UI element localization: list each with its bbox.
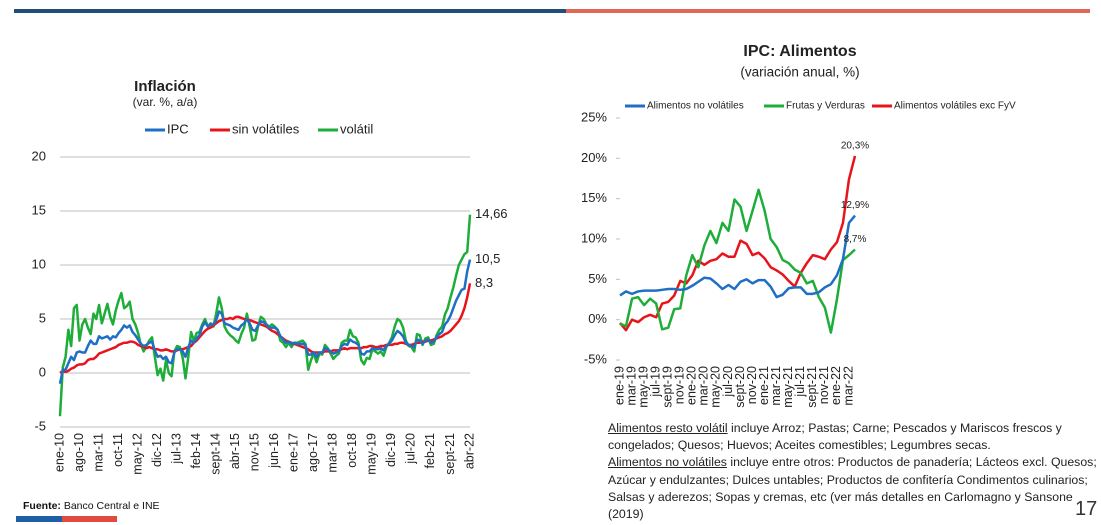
x-tick-label: may-19 <box>365 433 379 475</box>
x-tick-label: sept-21 <box>443 433 457 475</box>
x-tick-label: mar-18 <box>326 433 340 473</box>
value-label: 8,7% <box>844 234 867 245</box>
bottom-bar-red <box>62 516 117 522</box>
y-tick-label: 5% <box>588 271 607 286</box>
legend-label: sin volátiles <box>232 121 300 136</box>
y-tick-label: 25% <box>581 109 607 124</box>
x-tick-label: ago-17 <box>306 433 320 472</box>
x-tick-label: ago-10 <box>72 433 86 472</box>
y-tick-label: 10 <box>32 256 46 271</box>
notes: Alimentos resto volátil incluye Arroz; P… <box>608 420 1098 523</box>
x-tick-label: ene-17 <box>287 433 301 472</box>
source: Fuente: Banco Central e INE <box>23 500 160 512</box>
note-term: Alimentos no volátiles <box>608 455 727 469</box>
note-term: Alimentos resto volátil <box>608 421 728 435</box>
y-tick-label: 0% <box>588 311 607 326</box>
value-label: 8,3 <box>475 275 493 290</box>
chart-subtitle: (variación anual, %) <box>740 65 859 80</box>
x-tick-label: oct-18 <box>345 433 359 468</box>
x-tick-label: dic-12 <box>150 433 164 467</box>
value-label: 14,66 <box>475 206 508 221</box>
x-tick-label: abr-22 <box>462 433 476 469</box>
source-text: Banco Central e INE <box>64 500 160 512</box>
series-line <box>60 215 470 417</box>
legend-label: IPC <box>167 121 189 136</box>
x-tick-label: jul-20 <box>404 433 418 465</box>
y-tick-label: 15 <box>32 202 46 217</box>
x-tick-label: ene-10 <box>52 433 66 472</box>
value-label: 10,5 <box>475 251 500 266</box>
x-tick-label: sept-14 <box>208 433 222 475</box>
x-tick-label: abr-15 <box>228 433 242 469</box>
legend-label: Alimentos no volátiles <box>647 101 744 112</box>
chart-subtitle: (var. %, a/a) <box>133 95 198 109</box>
x-tick-label: jul-13 <box>169 433 183 465</box>
slide: Inflación(var. %, a/a) -5 0 5 10 15 20 ene-10 ag… <box>0 0 1101 525</box>
top-bar-red <box>566 9 1090 13</box>
x-tick-label: may-12 <box>130 433 144 475</box>
legend-label: Alimentos volátiles exc FyV <box>894 101 1016 112</box>
note: Alimentos no volátiles incluye entre otr… <box>608 454 1098 523</box>
x-tick-label: mar-22 <box>841 366 855 406</box>
bottom-bar-blue <box>16 516 62 522</box>
y-tick-label: 0 <box>39 364 46 379</box>
y-tick-label: 10% <box>581 230 607 245</box>
x-tick-label: dic-19 <box>384 433 398 467</box>
chart-title: Inflación <box>134 78 196 95</box>
y-tick-label: -5 <box>34 418 46 433</box>
top-bar-blue <box>14 9 566 13</box>
y-tick-label: 20% <box>581 150 607 165</box>
x-tick-label: oct-11 <box>111 433 125 467</box>
y-tick-label: -5% <box>584 351 608 366</box>
x-tick-label: feb-21 <box>423 433 437 468</box>
y-tick-label: 15% <box>581 190 607 205</box>
legend-label: Frutas y Verduras <box>786 101 865 112</box>
chart-title: IPC: Alimentos <box>743 43 856 60</box>
x-tick-label: feb-14 <box>189 433 203 468</box>
source-label: Fuente: <box>23 500 61 512</box>
value-label: 20,3% <box>841 141 869 152</box>
series-line <box>620 190 855 333</box>
x-tick-label: mar-11 <box>91 433 105 472</box>
y-tick-label: 20 <box>32 148 46 163</box>
note: Alimentos resto volátil incluye Arroz; P… <box>608 420 1098 454</box>
page-number: 17 <box>1075 498 1097 521</box>
x-tick-label: nov-15 <box>248 433 262 471</box>
legend-label: volátil <box>340 121 373 136</box>
value-label: 12,9% <box>841 200 869 211</box>
x-tick-label: jun-16 <box>267 433 281 469</box>
y-tick-label: 5 <box>39 310 46 325</box>
